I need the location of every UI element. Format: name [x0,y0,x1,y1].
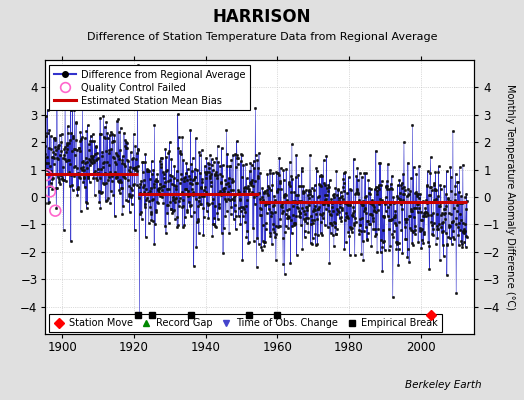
Y-axis label: Monthly Temperature Anomaly Difference (°C): Monthly Temperature Anomaly Difference (… [505,84,515,310]
Text: Difference of Station Temperature Data from Regional Average: Difference of Station Temperature Data f… [87,32,437,42]
Legend: Station Move, Record Gap, Time of Obs. Change, Empirical Break: Station Move, Record Gap, Time of Obs. C… [49,314,442,332]
Point [46,188,54,195]
Text: Berkeley Earth: Berkeley Earth [406,380,482,390]
Point [51,208,60,214]
Point [42,172,50,178]
Text: HARRISON: HARRISON [213,8,311,26]
